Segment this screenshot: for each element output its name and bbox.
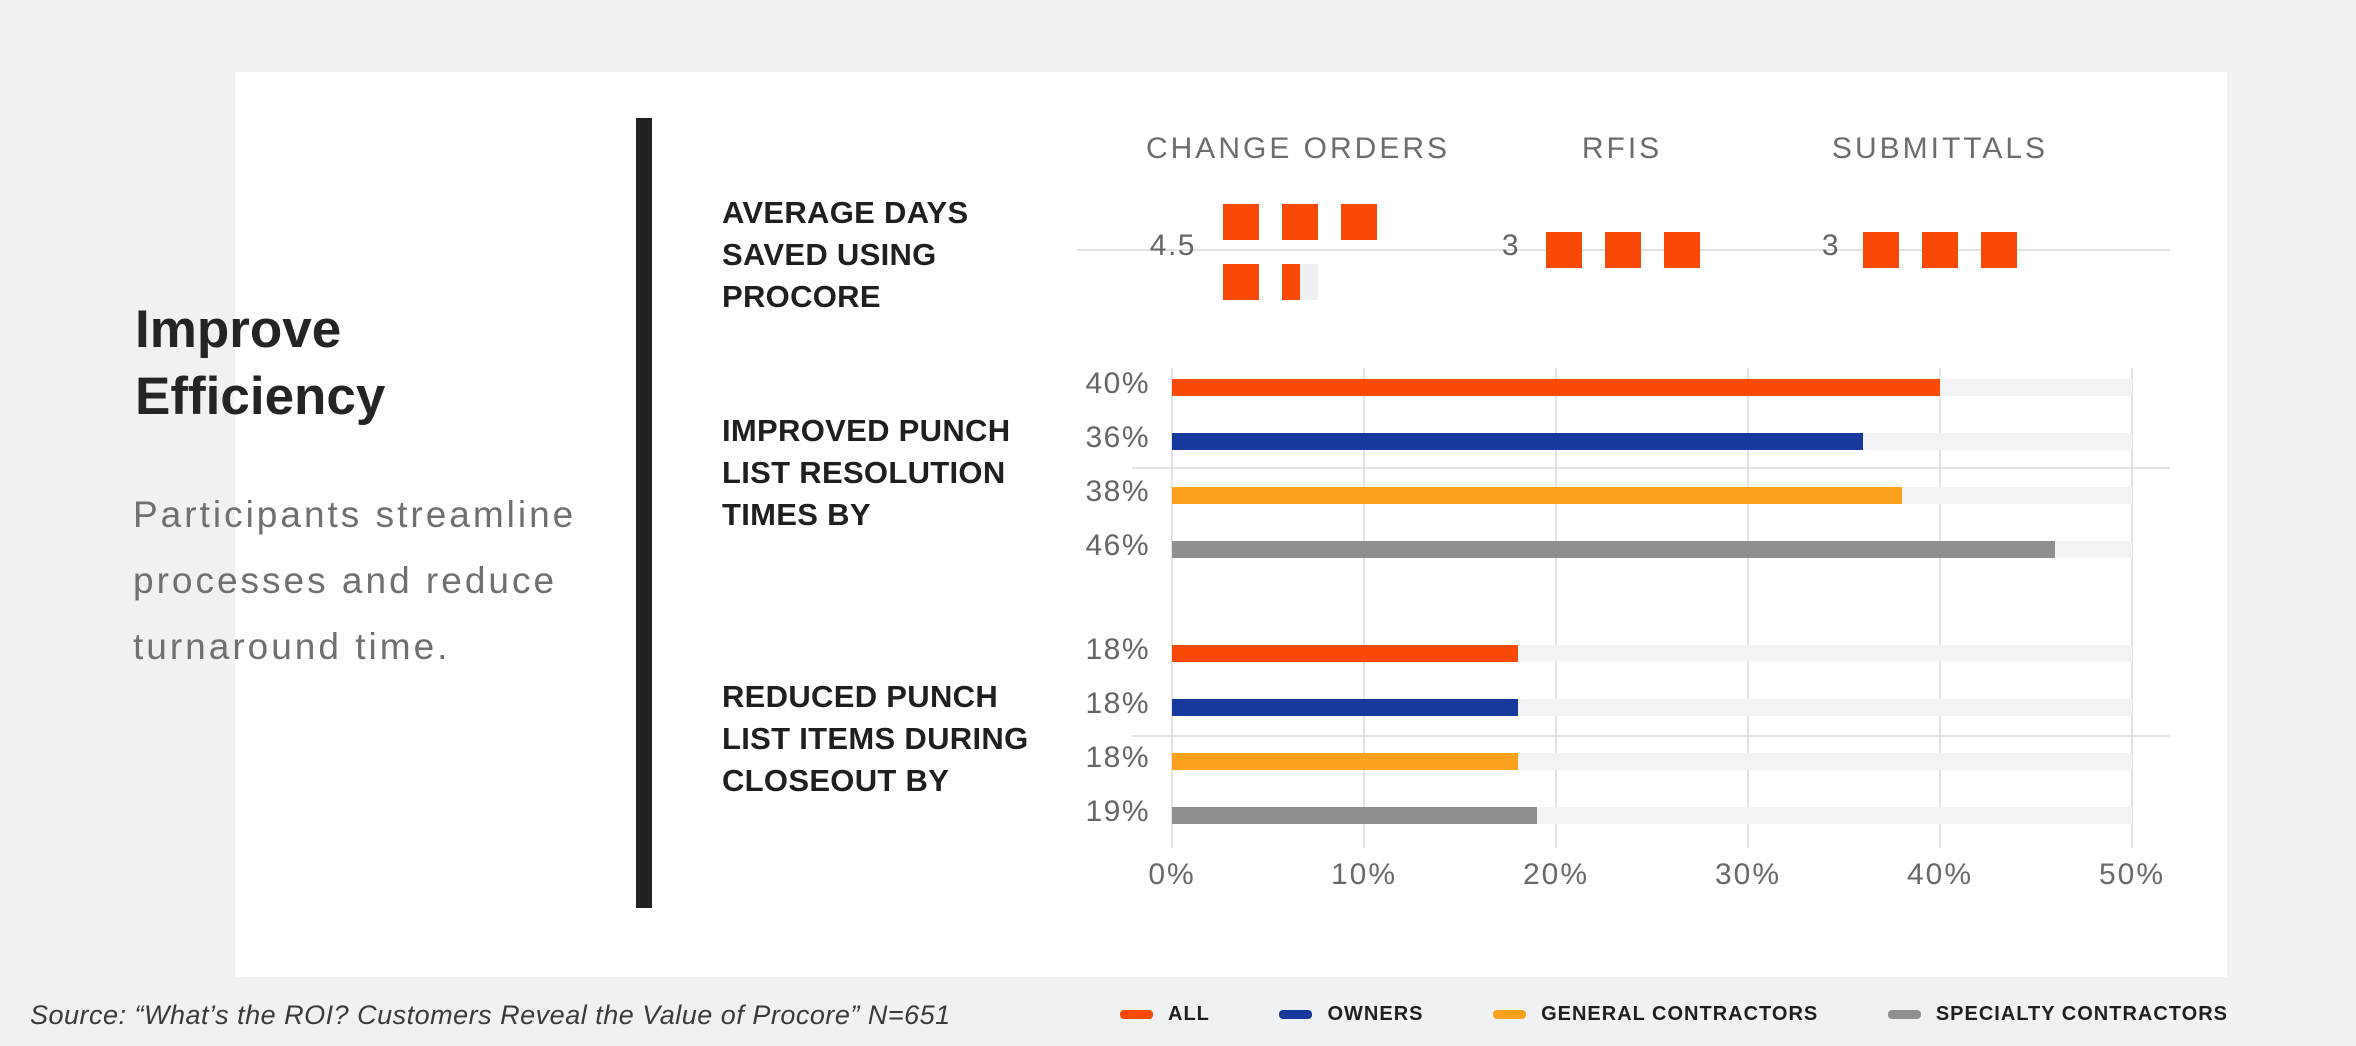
reduced-bar-general-contractors: [1172, 753, 1518, 770]
reduced-value-label-specialty-contractors: 19%: [1085, 795, 1150, 828]
legend-dash-icon-general-contractors: [1493, 1009, 1527, 1019]
improved-bar-owners: [1172, 433, 1863, 450]
reduced-value-label-all: 18%: [1085, 633, 1150, 666]
legend-item-general-contractors: GENERAL CONTRACTORS: [1493, 1003, 1818, 1026]
legend-label-general-contractors: GENERAL CONTRACTORS: [1541, 1002, 1819, 1025]
x-axis-tick-50%: 50%: [2098, 858, 2166, 891]
unit-square-change-orders: [1223, 204, 1259, 240]
reduced-bar-all: [1172, 645, 1518, 662]
unit-square-change-orders: [1223, 264, 1259, 300]
reduced-value-label-general-contractors: 18%: [1085, 741, 1150, 774]
column-header-submittals: SUBMITTALS: [1831, 132, 2049, 165]
row-label-average-days-saved-line3: PROCORE: [722, 279, 881, 314]
x-gridline-50%: [2131, 368, 2133, 848]
column-header-change-orders: CHANGE ORDERS: [1145, 132, 1451, 165]
reduced-separator-line: [1132, 735, 2170, 737]
x-axis-tick-0%: 0%: [1148, 858, 1196, 891]
legend-dash-icon-specialty-contractors: [1887, 1009, 1921, 1019]
row-label-improved-punch-list-line1: IMPROVED PUNCH: [722, 413, 1011, 448]
unit-square-submittals: [1922, 232, 1958, 268]
legend-label-owners: OWNERS: [1327, 1002, 1424, 1025]
legend-label-specialty-contractors: SPECIALTY CONTRACTORS: [1935, 1002, 2228, 1025]
row-label-reduced-punch-list-line1: REDUCED PUNCH: [722, 679, 999, 714]
days-saved-value-submittals: 3: [1821, 229, 1840, 262]
x-gridline-40%: [1939, 368, 1941, 848]
row-label-average-days-saved-line1: AVERAGE DAYS: [722, 195, 969, 230]
unit-square-rfis: [1664, 232, 1700, 268]
unit-square-change-orders: [1341, 204, 1377, 240]
improved-value-label-specialty-contractors: 46%: [1085, 529, 1150, 562]
reduced-value-label-owners: 18%: [1085, 687, 1150, 720]
source-note: Source: “What’s the ROI? Customers Revea…: [30, 1000, 951, 1030]
legend-item-owners: OWNERS: [1279, 1003, 1423, 1026]
improved-value-label-general-contractors: 38%: [1085, 475, 1150, 508]
row-label-improved-punch-list: IMPROVED PUNCH LIST RESOLUTION TIMES BY: [722, 410, 1010, 536]
row-label-reduced-punch-list-line2: LIST ITEMS DURING: [722, 721, 1029, 756]
row-label-reduced-punch-list: REDUCED PUNCH LIST ITEMS DURING CLOSEOUT B…: [722, 676, 1029, 802]
chart-legend: ALL OWNERS GENERAL CONTRACTORS SPECIALTY CO…: [1120, 1001, 2228, 1027]
unit-square-rfis: [1546, 232, 1582, 268]
page-subtitle-line3: turnaround time.: [133, 626, 451, 667]
page-subtitle-line1: Participants streamline: [133, 494, 577, 535]
column-header-rfis: RFIS: [1581, 132, 1663, 165]
reduced-bar-owners: [1172, 699, 1518, 716]
x-gridline-10%: [1363, 368, 1365, 848]
unit-square-change-orders: [1282, 204, 1318, 240]
improved-bar-general-contractors: [1172, 487, 1902, 504]
improved-value-label-all: 40%: [1085, 367, 1150, 400]
days-saved-value-change-orders: 4.5: [1149, 229, 1196, 262]
unit-square-partial-filled-change-orders: [1282, 264, 1300, 300]
page-title: Improve Efficiency: [135, 296, 385, 430]
row-label-improved-punch-list-line3: TIMES BY: [722, 497, 871, 532]
x-axis-tick-40%: 40%: [1906, 858, 1974, 891]
unit-square-rfis: [1605, 232, 1641, 268]
page-title-line1: Improve: [135, 300, 342, 359]
legend-item-all: ALL: [1120, 1003, 1210, 1026]
improved-value-label-owners: 36%: [1085, 421, 1150, 454]
page-subtitle-line2: processes and reduce: [133, 560, 558, 601]
page-subtitle: Participants streamline processes and re…: [133, 482, 576, 680]
row-label-improved-punch-list-line2: LIST RESOLUTION: [722, 455, 1006, 490]
legend-dash-icon-owners: [1279, 1009, 1313, 1019]
x-gridline-30%: [1747, 368, 1749, 848]
legend-label-all: ALL: [1168, 1002, 1210, 1025]
unit-square-partial-ghost-change-orders: [1300, 264, 1318, 300]
legend-item-specialty-contractors: SPECIALTY CONTRACTORS: [1887, 1002, 2228, 1026]
vertical-divider-bar: [636, 118, 652, 908]
x-gridline-0%: [1171, 368, 1173, 848]
x-axis-tick-20%: 20%: [1522, 858, 1590, 891]
x-axis-tick-30%: 30%: [1714, 858, 1782, 891]
row-label-average-days-saved: AVERAGE DAYS SAVED USING PROCORE: [722, 192, 969, 318]
improved-bar-all: [1172, 379, 1940, 396]
improved-separator-line: [1132, 467, 2170, 469]
row-label-reduced-punch-list-line3: CLOSEOUT BY: [722, 763, 950, 798]
improved-bar-specialty-contractors: [1172, 541, 2055, 558]
reduced-bar-specialty-contractors: [1172, 807, 1537, 824]
page-title-line2: Efficiency: [135, 367, 386, 426]
legend-dash-icon-all: [1120, 1009, 1153, 1019]
row-label-average-days-saved-line2: SAVED USING: [722, 237, 937, 272]
x-gridline-20%: [1555, 368, 1557, 848]
unit-square-submittals: [1863, 232, 1899, 268]
unit-square-submittals: [1981, 232, 2017, 268]
x-axis-tick-10%: 10%: [1330, 858, 1398, 891]
days-saved-value-rfis: 3: [1501, 229, 1520, 262]
